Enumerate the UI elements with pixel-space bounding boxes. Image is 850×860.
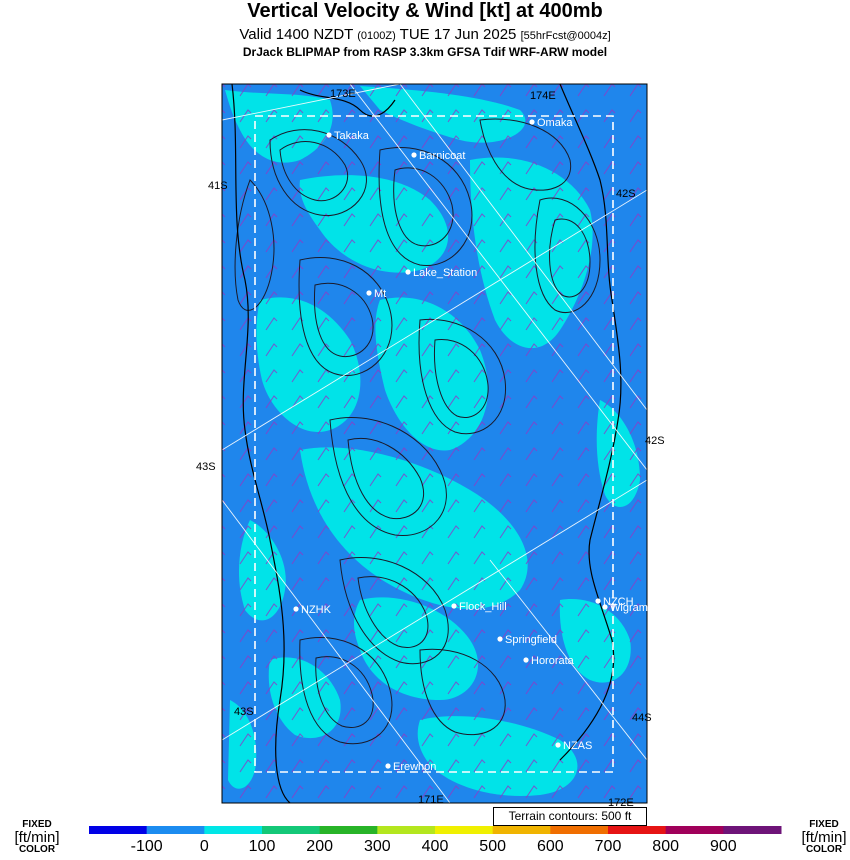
colorbar-swatch xyxy=(723,826,782,834)
place-omaka: Omaka xyxy=(529,117,573,129)
grid-label: 43S xyxy=(196,461,216,473)
place-marker-dot xyxy=(293,606,299,612)
grid-label: 171E xyxy=(418,794,444,806)
terrain-contour-note: Terrain contours: 500 ft xyxy=(493,807,647,826)
colorbar xyxy=(89,826,782,834)
colorbar-swatch xyxy=(89,826,148,834)
colorbar-unit-right: FIXED [ft/min] COLOR xyxy=(793,820,850,855)
valid-utc: (0100Z) xyxy=(357,30,396,42)
grid-label: 43S xyxy=(234,706,254,718)
place-label: NZHK xyxy=(301,604,332,616)
place-label: Barnicoat xyxy=(419,150,465,162)
unit-color-left: COLOR xyxy=(18,844,56,855)
grid-labels: 173E 174E 41S 42S 43S 42S 43S 44S 172E 171E xyxy=(196,88,665,809)
colorbar-label: 800 xyxy=(652,838,679,855)
place-hororata: Hororata xyxy=(523,655,575,667)
place-label: Hororata xyxy=(531,655,575,667)
terrain-contours xyxy=(234,118,601,745)
colorbar-label: 200 xyxy=(306,838,333,855)
wind-barbs xyxy=(222,84,647,803)
place-lake-station: Lake_Station xyxy=(405,267,477,279)
grid-label: 172E xyxy=(608,797,634,809)
colorbar-label: 900 xyxy=(709,838,737,855)
colorbar-swatch xyxy=(435,826,494,834)
colorbar-label: 300 xyxy=(363,838,391,855)
grid-label: 174E xyxy=(530,90,556,102)
map-frame xyxy=(221,83,648,804)
place-marker-dot xyxy=(555,742,561,748)
place-marker-dot xyxy=(411,152,417,158)
model-description: DrJack BLIPMAP from RASP 3.3km GFSA Tdif… xyxy=(242,45,608,59)
place-wigram: Wigram xyxy=(602,602,648,614)
unit-main-right: [ft/min] xyxy=(801,829,847,846)
grid-label: 41S xyxy=(208,180,228,192)
place-label: Mt xyxy=(374,288,386,300)
place-marker-dot xyxy=(602,604,608,610)
colorbar-label: 600 xyxy=(536,838,564,855)
place-markers: Takaka Omaka Barnicoat Lake_Station Mt NZHK Fl… xyxy=(293,117,648,773)
valid-time: Valid 1400 NZDT (0100Z) TUE 17 Jun 2025 … xyxy=(0,26,850,43)
colorbar-label: -100 xyxy=(130,838,163,855)
colorbar-label: 400 xyxy=(421,838,449,855)
colorbar-label: 0 xyxy=(199,838,209,855)
place-nzch: NZCH xyxy=(595,596,634,608)
unit-fixed-right: FIXED xyxy=(809,819,839,830)
place-marker-dot xyxy=(595,598,601,604)
colorbar-swatch xyxy=(492,826,551,834)
unit-fixed-left: FIXED xyxy=(22,819,52,830)
place-label: Erewhon xyxy=(393,761,436,773)
place-mt: Mt xyxy=(366,288,386,300)
coastlines xyxy=(231,84,622,803)
lat-lon-grid xyxy=(222,84,647,803)
place-label: NZAS xyxy=(563,740,592,752)
unit-color-right: COLOR xyxy=(805,844,843,855)
place-label: Omaka xyxy=(537,117,573,129)
valid-prefix: Valid 1400 NZDT xyxy=(239,26,354,43)
map-title: Vertical Velocity & Wind [kt] at 400mb xyxy=(247,0,603,22)
colorbar-label: 700 xyxy=(594,838,622,855)
colorbar-label: 100 xyxy=(248,838,276,855)
place-marker-dot xyxy=(451,603,457,609)
place-label: Flock_Hill xyxy=(459,601,507,613)
place-label: NZCH xyxy=(603,596,634,608)
place-marker-dot xyxy=(385,763,391,769)
grid-label: 173E xyxy=(330,88,356,100)
place-marker-dot xyxy=(529,119,535,125)
grid-label: 42S xyxy=(616,188,636,200)
place-flock-hill: Flock_Hill xyxy=(451,601,507,613)
place-marker-dot xyxy=(326,132,332,138)
place-marker-dot xyxy=(523,657,529,663)
colorbar-swatch xyxy=(204,826,263,834)
map-area xyxy=(222,84,647,803)
place-label: Lake_Station xyxy=(413,267,477,279)
colorbar-unit-left: FIXED [ft/min] COLOR xyxy=(6,820,68,855)
place-label: Springfield xyxy=(505,634,557,646)
colorbar-swatch xyxy=(146,826,205,834)
colorbar-swatch xyxy=(665,826,724,834)
colorbar-swatch xyxy=(550,826,609,834)
grid-label: 44S xyxy=(632,712,652,724)
place-nzas: NZAS xyxy=(555,740,592,752)
place-label: Wigram xyxy=(610,602,648,614)
valid-date: TUE 17 Jun 2025 xyxy=(399,26,517,43)
place-barnicoat: Barnicoat xyxy=(411,150,465,162)
grid-label: 42S xyxy=(645,435,665,447)
colorbar-swatch xyxy=(608,826,667,834)
colorbar-swatch xyxy=(262,826,321,834)
forecast-hour: [55hrFcst@0004z] xyxy=(520,30,611,42)
colorbar-swatch xyxy=(377,826,436,834)
place-takaka: Takaka xyxy=(326,130,370,142)
place-label: Takaka xyxy=(334,130,370,142)
place-marker-dot xyxy=(366,290,372,296)
colorbar-label: 500 xyxy=(479,838,506,855)
place-springfield: Springfield xyxy=(497,634,557,646)
place-marker-dot xyxy=(497,636,503,642)
place-marker-dot xyxy=(405,269,411,275)
unit-main-left: [ft/min] xyxy=(14,829,60,846)
place-erewhon: Erewhon xyxy=(385,761,436,773)
colorbar-swatch xyxy=(319,826,378,834)
place-nzhk: NZHK xyxy=(293,604,332,616)
